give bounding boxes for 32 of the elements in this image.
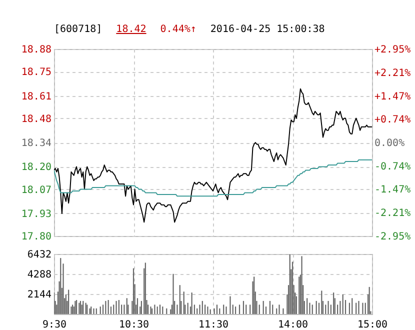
text: 0.44%↑	[160, 24, 196, 35]
y-tick-label: 18.48	[21, 114, 52, 125]
y2-tick-label: 0.00%	[374, 138, 405, 149]
y-tick-label: 18.34	[21, 138, 52, 149]
y-tick-label: 6432	[27, 250, 52, 260]
line-series	[54, 88, 372, 223]
x-tick-label: 10:30	[118, 320, 150, 330]
text: 2016-04-25 15:00:38	[210, 24, 325, 35]
y-tick-label: 18.75	[21, 67, 52, 78]
y2-tick-label: +2.21%	[374, 68, 411, 79]
y2-tick-label: -2.95%	[374, 232, 411, 242]
x-tick-label: 15:00	[357, 320, 388, 330]
y2-tick-label: -1.47%	[374, 184, 411, 196]
y-tick-label: 18.07	[21, 184, 52, 196]
y-tick-label: 18.88	[21, 44, 52, 56]
y2-tick-label: -2.21%	[374, 208, 411, 220]
chart-title: [600718]	[54, 24, 102, 35]
y-tick-label: 17.93	[21, 208, 52, 220]
y2-tick-label: +2.95%	[374, 44, 411, 56]
y-tick-label: 4288	[27, 270, 52, 280]
y-tick-label: 17.80	[21, 232, 52, 242]
line-series	[54, 159, 372, 197]
x-tick-label: 11:30	[198, 320, 229, 330]
y2-tick-label: -0.74%	[374, 161, 411, 172]
y-tick-label: 18.61	[21, 91, 52, 102]
y-tick-label: 18.20	[21, 162, 52, 174]
text: 18.42	[116, 24, 146, 35]
x-tick-label: 14:00	[278, 320, 308, 330]
x-tick-label: 9:30	[42, 320, 67, 330]
y2-tick-label: +1.47%	[374, 91, 411, 102]
y-tick-label: 2144	[27, 290, 52, 300]
y2-tick-label: +0.74%	[374, 114, 411, 126]
